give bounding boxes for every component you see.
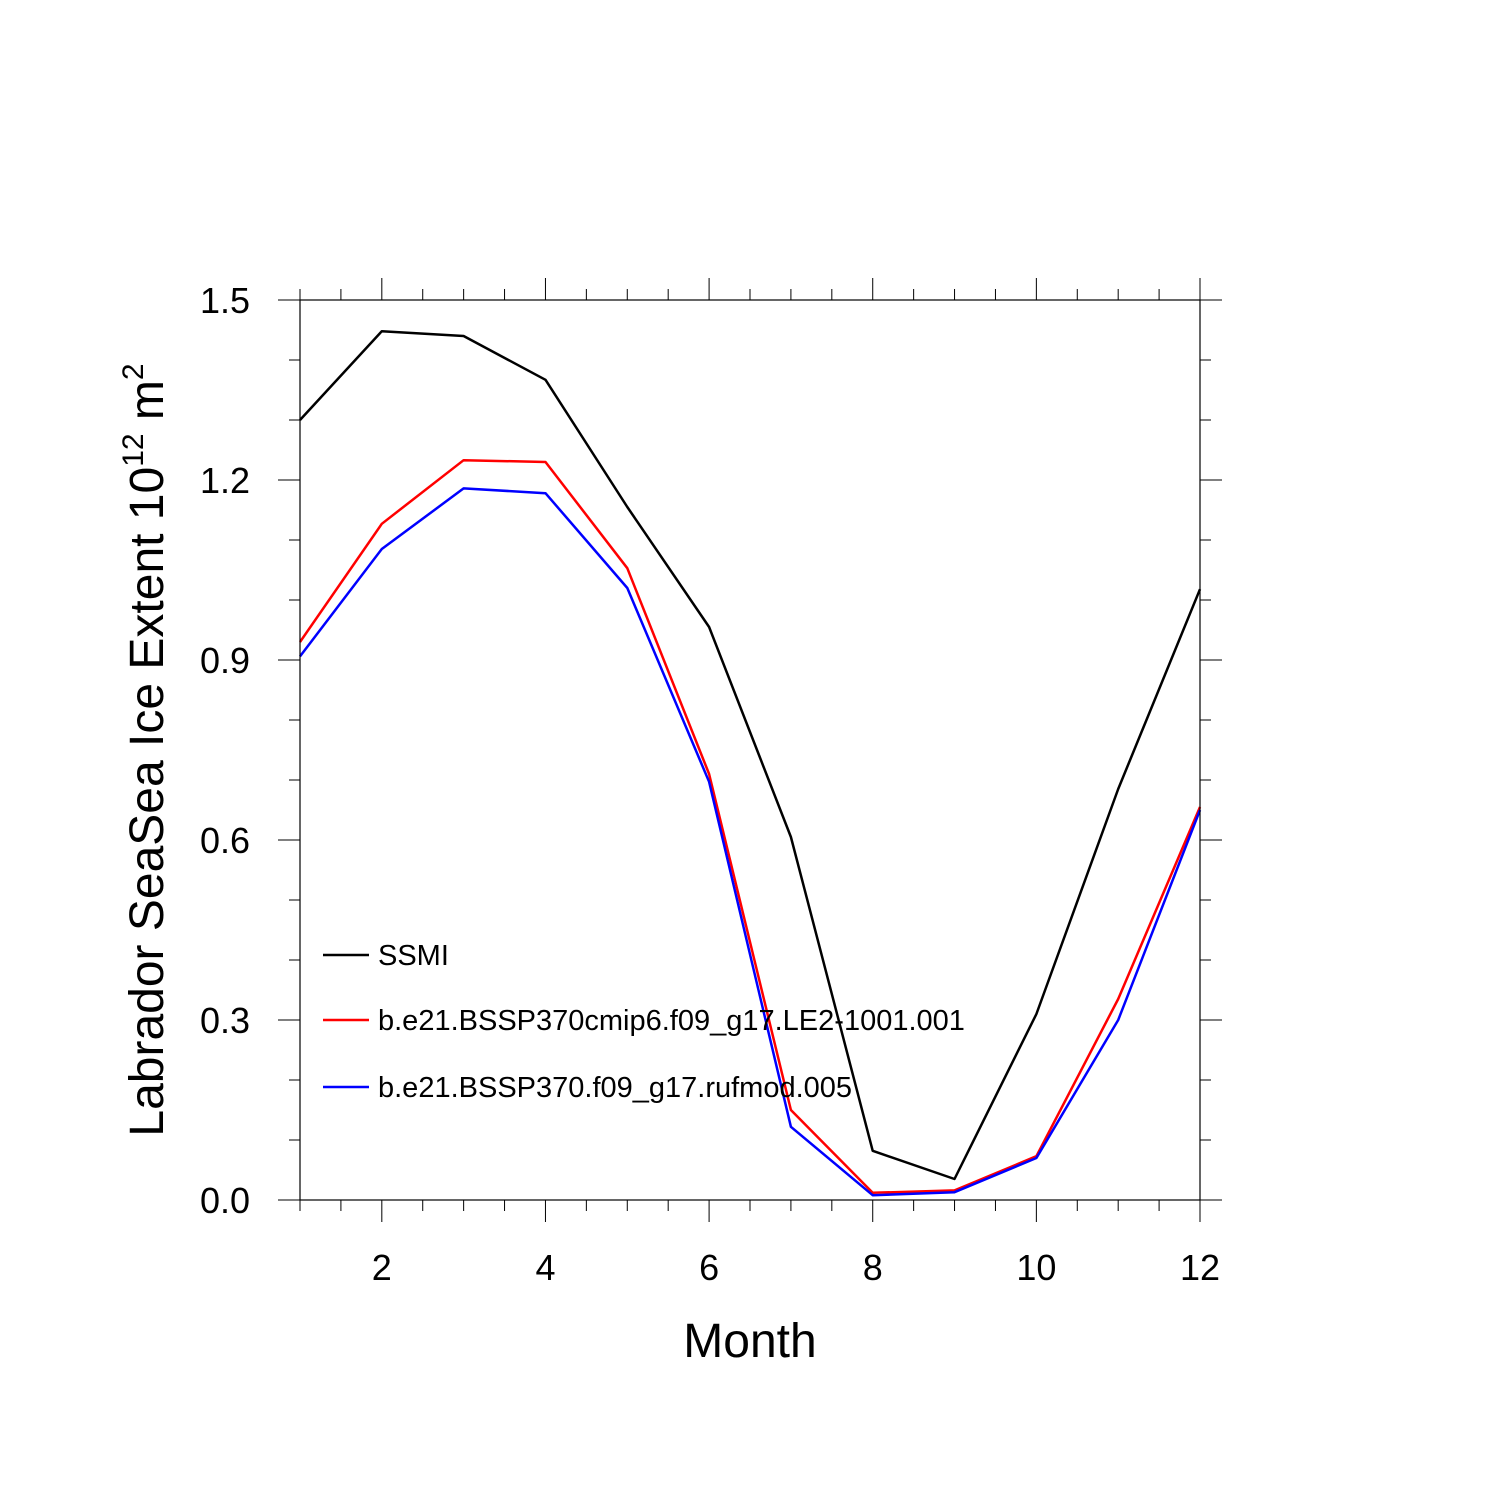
legend-label-rufmod: b.e21.BSSP370.f09_g17.rufmod.005 bbox=[378, 1072, 852, 1104]
x-tick-label: 8 bbox=[863, 1247, 883, 1288]
series-line-ssmi bbox=[299, 329, 1202, 1181]
y-axis-title-main: Labrador SeaSea Ice Extent 10 bbox=[121, 467, 174, 1137]
x-tick-label: 12 bbox=[1180, 1247, 1220, 1288]
y-tick-label: 1.2 bbox=[200, 460, 250, 501]
y-tick-label: 0.3 bbox=[200, 1000, 250, 1041]
x-tick-label: 2 bbox=[372, 1247, 392, 1288]
y-axis-title-exponent: 12 bbox=[117, 433, 150, 466]
plot-frame bbox=[299, 299, 1201, 1201]
series-line-rufmod bbox=[299, 487, 1202, 1197]
y-axis-title-unit: m bbox=[121, 380, 174, 433]
x-tick-label: 6 bbox=[699, 1247, 719, 1288]
legend-label-le2: b.e21.BSSP370cmip6.f09_g17.LE2-1001.001 bbox=[378, 1005, 965, 1037]
legend: SSMI b.e21.BSSP370cmip6.f09_g17.LE2-1001… bbox=[323, 940, 965, 1104]
y-tick-label: 0.9 bbox=[200, 640, 250, 681]
y-tick-label: 1.5 bbox=[200, 280, 250, 321]
legend-label-ssmi: SSMI bbox=[378, 940, 449, 972]
y-tick-label: 0.6 bbox=[200, 820, 250, 861]
y-axis-title: Labrador SeaSea Ice Extent 1012 m2 bbox=[117, 363, 174, 1136]
x-tick-label: 4 bbox=[535, 1247, 555, 1288]
y-tick-label: 0.0 bbox=[200, 1180, 250, 1221]
x-axis-title: Month bbox=[683, 1315, 816, 1368]
x-tick-label: 10 bbox=[1016, 1247, 1056, 1288]
series-line-le2 bbox=[298, 458, 1202, 1195]
y-axis-title-unit-exponent: 2 bbox=[117, 363, 150, 380]
